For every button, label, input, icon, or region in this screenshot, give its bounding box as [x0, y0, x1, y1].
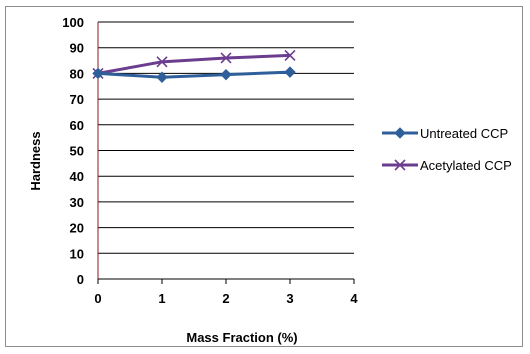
- series-1-point-1: [156, 56, 168, 68]
- y-tick-80: 80: [70, 66, 84, 81]
- y-tick-0: 0: [77, 272, 84, 287]
- x-axis-label: Mass Fraction (%): [186, 330, 297, 345]
- series-lines: [92, 49, 296, 83]
- legend-swatch-marker-1: [394, 159, 406, 171]
- y-tick-70: 70: [70, 92, 84, 107]
- y-tick-100: 100: [62, 15, 84, 30]
- grid-lines: [98, 21, 354, 254]
- legend-label-0: Untreated CCP: [420, 126, 508, 141]
- x-tick-2: 2: [222, 291, 229, 306]
- legend: Untreated CCP Acetylated CCP: [382, 126, 512, 173]
- series-1-point-2-stroke-b: [220, 52, 232, 64]
- legend-swatch-marker-1-stroke-b: [394, 159, 406, 171]
- y-tick-10: 10: [70, 246, 84, 261]
- x-tick-3: 3: [286, 291, 293, 306]
- series-0-point-2: [220, 68, 232, 81]
- series-0-point-3: [284, 66, 296, 78]
- axes: [97, 22, 355, 284]
- series-line-0: [97, 70, 291, 79]
- y-tick-90: 90: [70, 41, 84, 56]
- x-tick-1: 1: [158, 291, 165, 306]
- series-1-point-1-stroke-b: [156, 56, 168, 68]
- y-tick-30: 30: [70, 195, 84, 210]
- y-tick-20: 20: [70, 221, 84, 236]
- legend-label-1: Acetylated CCP: [420, 158, 512, 173]
- series-0-point-0: [92, 67, 104, 80]
- legend-swatch-marker-0: [394, 127, 406, 139]
- y-tick-60: 60: [70, 118, 84, 133]
- x-tick-4: 4: [350, 291, 358, 306]
- y-tick-50: 50: [70, 144, 84, 159]
- series-1-point-2: [220, 52, 232, 64]
- series-1-point-3: [284, 49, 296, 61]
- y-axis-label: Hardness: [28, 131, 43, 190]
- y-tick-40: 40: [70, 169, 84, 184]
- y-tick-labels: 0 10 20 30 40 50 60 70 80 90 100: [62, 15, 84, 287]
- x-tick-0: 0: [94, 291, 101, 306]
- series-line-1: [97, 53, 291, 75]
- x-tick-labels: 0 1 2 3 4: [94, 291, 358, 306]
- series-1-point-3-stroke-b: [284, 49, 296, 61]
- series-0-point-1: [156, 71, 168, 83]
